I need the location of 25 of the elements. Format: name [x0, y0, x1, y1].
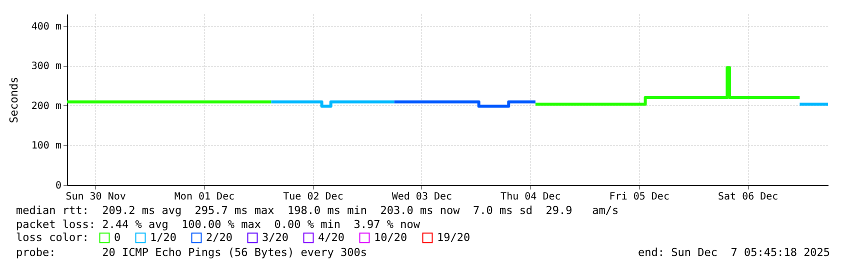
y-tick-label: 0 [55, 180, 62, 192]
legend-title: loss color: [16, 231, 89, 244]
x-tick-label: Thu 04 Dec [500, 192, 561, 202]
text: packet loss: 2.44 % avg 100.00 % max 0.00 % min 3.97 % now [16, 218, 420, 231]
x-tick-label: Sat 06 Dec [718, 192, 778, 202]
legend-label: 19/20 [437, 230, 470, 244]
legend-label: 0 [114, 230, 121, 244]
legend-label: 2/20 [206, 230, 232, 244]
y-axis-title: Seconds [7, 76, 20, 124]
x-tick-label: Fri 05 Dec [609, 192, 670, 202]
legend-label: 4/20 [318, 230, 344, 244]
y-tick-label: 400 m [31, 21, 62, 32]
x-tick-label: Mon 01 Dec [174, 192, 235, 202]
text: median rtt: 209.2 ms avg 295.7 ms max 198.0 ms min 203.0 ms now 7.0 ms sd 29.9 am/s [16, 204, 619, 217]
text: probe: 20 ICMP Echo Pings (56 Bytes) every 300s [16, 246, 367, 259]
legend-label: 3/20 [262, 230, 288, 244]
legend-label: 10/20 [374, 230, 408, 244]
x-tick-label: Tue 02 Dec [283, 192, 344, 202]
y-tick-label: 300 m [31, 61, 62, 72]
text: end: Sun Dec 7 05:45:18 2025 [638, 246, 830, 259]
x-tick-label: Sun 30 Nov [66, 192, 126, 202]
y-tick-label: 100 m [31, 140, 62, 152]
y-tick-label: 200 m [31, 100, 62, 112]
legend-label: 1/20 [150, 230, 176, 244]
x-tick-label: Wed 03 Dec [392, 192, 452, 202]
